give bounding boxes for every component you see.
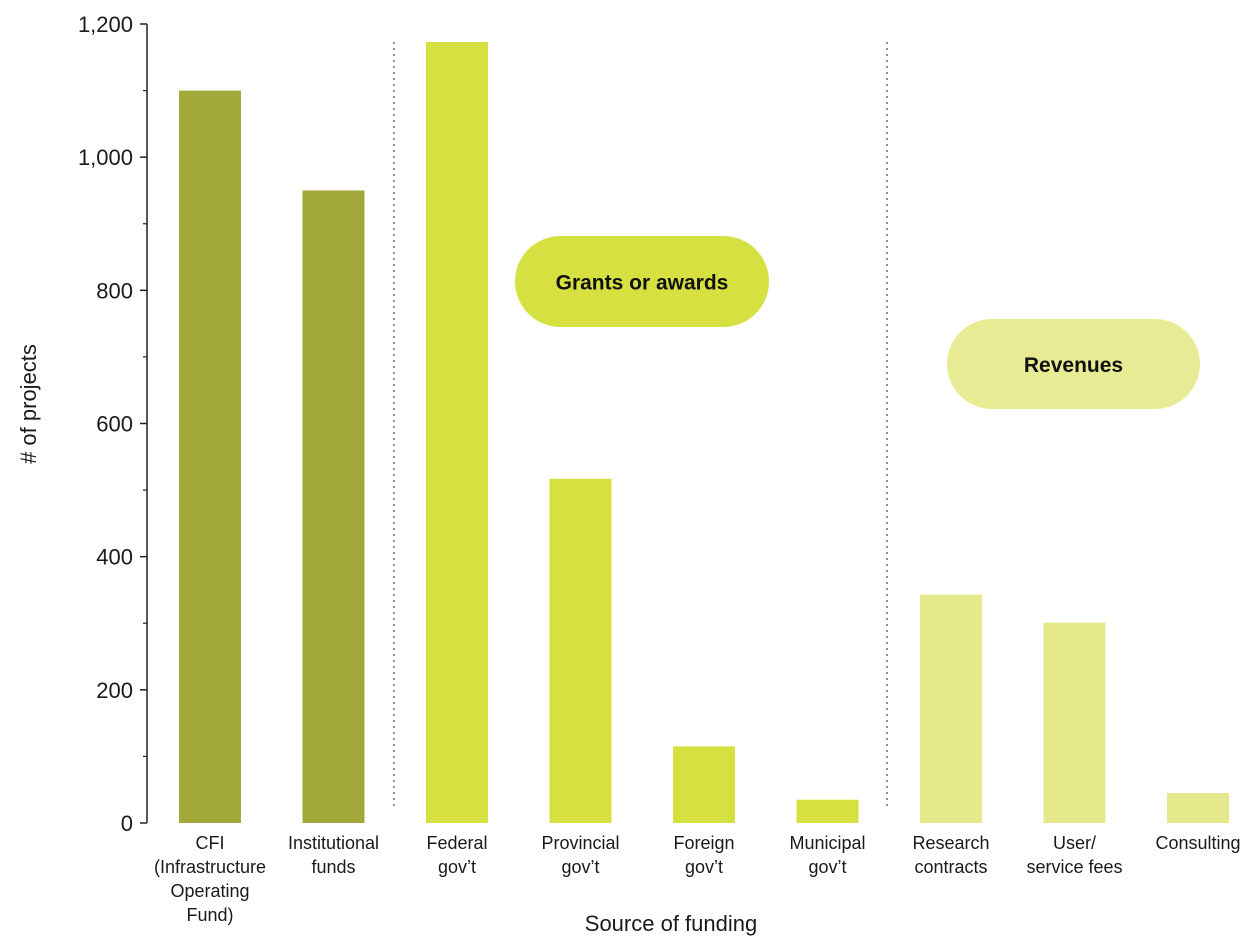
y-axis-title: # of projects	[16, 344, 41, 464]
bar-institutional	[179, 90, 241, 824]
bars	[179, 41, 1229, 824]
bar-grants	[796, 799, 859, 823]
x-tick-label-line: gov’t	[561, 857, 599, 877]
x-tick-label: Consulting	[1155, 833, 1240, 853]
y-tick-label: 0	[121, 811, 133, 836]
x-tick-label-line: CFI	[196, 833, 225, 853]
x-tick-label: Provincial gov’t	[541, 833, 619, 877]
bar-revenues	[920, 594, 982, 823]
y-tick-label: 200	[96, 678, 133, 703]
x-tick-label-line: gov’t	[685, 857, 723, 877]
x-tick-label-line: Municipal	[789, 833, 865, 853]
group-dividers	[393, 42, 888, 806]
x-tick-label-line: (Infrastructure	[154, 857, 266, 877]
x-tick-label-line: Fund)	[186, 905, 233, 925]
x-tick-label: CFI (Infrastructure Operating Fund)	[154, 833, 266, 925]
group-labels: Grants or awards Revenues	[515, 236, 1200, 409]
x-tick-label-line: Federal	[426, 833, 487, 853]
x-tick-label: Research contracts	[912, 833, 989, 877]
bar-revenues	[1167, 793, 1229, 823]
y-tick-label: 400	[96, 545, 133, 570]
x-tick-label-line: Consulting	[1155, 833, 1240, 853]
y-tick-label: 600	[96, 412, 133, 437]
x-tick-label: Municipal gov’t	[789, 833, 865, 877]
x-tick-label-line: User/	[1053, 833, 1096, 853]
x-tick-label: User/service fees	[1026, 833, 1122, 877]
x-tick-label-line: gov’t	[438, 857, 476, 877]
y-tick-label: 1,200	[78, 12, 133, 37]
x-tick-label: Foreign gov’t	[673, 833, 734, 877]
bar-institutional	[302, 190, 365, 824]
x-tick-label: Federal gov’t	[426, 833, 487, 877]
revenues-group-pill	[947, 319, 1200, 409]
x-tick-label-line: service fees	[1026, 857, 1122, 877]
bar-revenues	[1043, 622, 1106, 823]
y-axis: 0 200 400 600 800 1,000 1,200	[78, 12, 148, 836]
y-tick-label: 1,000	[78, 145, 133, 170]
x-tick-label: Institutional funds	[288, 833, 379, 877]
grants-group-label: Grants or awards	[556, 272, 729, 295]
x-tick-label-line: Operating	[170, 881, 249, 901]
x-axis-title: Source of funding	[585, 911, 757, 936]
x-tick-label-line: funds	[311, 857, 355, 877]
x-tick-label-line: gov’t	[808, 857, 846, 877]
x-tick-label-line: Institutional	[288, 833, 379, 853]
y-tick-label: 800	[96, 278, 133, 303]
revenues-group-label: Revenues	[1024, 354, 1123, 377]
x-tick-label-line: Research	[912, 833, 989, 853]
bar-grants	[426, 41, 488, 824]
grants-group-pill	[515, 236, 769, 327]
x-tick-label-line: Provincial	[541, 833, 619, 853]
x-tick-labels: CFI (Infrastructure Operating Fund) Institut…	[154, 833, 1241, 925]
x-tick-label-line: Foreign	[673, 833, 734, 853]
x-tick-label-line: contracts	[914, 857, 987, 877]
bar-grants	[549, 478, 612, 823]
bar-grants	[673, 746, 735, 823]
